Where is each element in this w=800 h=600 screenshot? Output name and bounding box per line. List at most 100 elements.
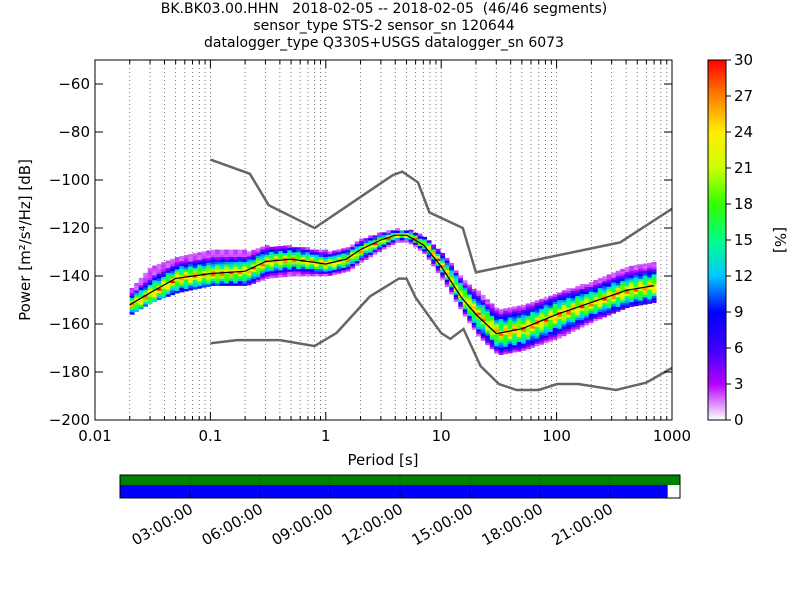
density-cell (422, 246, 428, 250)
density-cell (570, 290, 576, 294)
density-cell (539, 298, 545, 302)
density-cell (188, 280, 194, 284)
density-cell (651, 288, 657, 292)
density-cell (548, 329, 554, 332)
density-cell (588, 291, 594, 295)
density-cell (273, 265, 279, 269)
density-cell (377, 246, 383, 250)
noise-model-nhnm (209, 158, 672, 274)
density-cell (489, 341, 495, 345)
density-cell (183, 274, 189, 278)
density-cell (647, 262, 653, 266)
density-cell (647, 293, 653, 297)
density-cell (201, 260, 207, 264)
density-cell (503, 344, 509, 347)
density-cell (620, 295, 626, 298)
density-cell (161, 269, 167, 273)
density-cell (165, 260, 171, 264)
density-cell (624, 286, 630, 289)
density-cell (638, 297, 644, 301)
density-cell (579, 286, 585, 290)
density-cell (566, 307, 572, 311)
density-cell (228, 264, 234, 267)
density-cell (471, 308, 477, 311)
density-cell (530, 325, 536, 329)
density-cell (170, 292, 176, 296)
density-cell (359, 257, 365, 261)
density-cell (512, 347, 518, 351)
density-cell (134, 292, 140, 296)
density-cell (507, 333, 513, 337)
density-cell (255, 262, 261, 266)
density-cell (359, 255, 365, 258)
density-cell (143, 301, 149, 305)
density-cell (602, 281, 608, 284)
density-cell (309, 252, 315, 255)
density-cell (503, 317, 509, 321)
density-cell (471, 293, 477, 297)
density-cell (242, 271, 248, 274)
density-cell (606, 274, 612, 278)
density-cell (485, 315, 491, 319)
x-tick-label: 0.1 (198, 427, 222, 445)
density-cell (251, 252, 257, 255)
density-cell (651, 262, 657, 265)
density-cell (521, 314, 527, 318)
density-cell (341, 267, 347, 271)
density-cell (300, 261, 306, 265)
density-cell (561, 326, 567, 330)
density-cell (174, 257, 180, 260)
density-cell (579, 308, 585, 311)
density-cell (233, 280, 239, 284)
density-cell (354, 243, 360, 247)
density-cell (566, 297, 572, 301)
density-cell (431, 249, 437, 252)
density-cell (557, 335, 563, 339)
density-cell (215, 261, 221, 265)
density-cell (543, 304, 549, 308)
density-cell (224, 273, 230, 277)
density-cell (426, 254, 432, 258)
density-cell (629, 275, 635, 279)
density-cell (467, 315, 473, 319)
density-cell (242, 273, 248, 277)
colorbar-tick-label: 12 (734, 267, 753, 285)
density-cell (260, 265, 266, 269)
density-cell (327, 268, 333, 272)
density-cell (552, 306, 558, 309)
density-cell (237, 276, 243, 279)
density-cell (201, 284, 207, 288)
density-cell (489, 344, 495, 347)
density-cell (305, 273, 311, 277)
density-cell (444, 281, 450, 285)
density-cell (561, 321, 567, 325)
density-cell (138, 294, 144, 298)
density-cell (318, 264, 324, 267)
density-cell (300, 271, 306, 274)
density-cell (192, 260, 198, 264)
density-cell (534, 336, 540, 340)
density-cell (494, 346, 500, 349)
density-cell (399, 232, 405, 236)
density-cell (228, 276, 234, 279)
density-cell (228, 259, 234, 262)
density-cell (597, 316, 603, 320)
density-cell (579, 315, 585, 318)
density-cell (408, 241, 414, 245)
density-cell (579, 293, 585, 297)
density-cell (444, 277, 450, 280)
density-cell (593, 292, 599, 295)
density-cell (228, 280, 234, 284)
density-cell (332, 264, 338, 268)
density-cell (183, 255, 189, 258)
density-cell (305, 247, 311, 250)
density-cell (642, 285, 648, 288)
density-cell (188, 285, 194, 289)
density-cell (561, 323, 567, 327)
density-cell (449, 291, 455, 295)
density-cell (507, 343, 513, 347)
density-cell (206, 284, 212, 287)
density-cell (647, 265, 653, 268)
density-cell (237, 266, 243, 270)
density-cell (512, 325, 518, 329)
